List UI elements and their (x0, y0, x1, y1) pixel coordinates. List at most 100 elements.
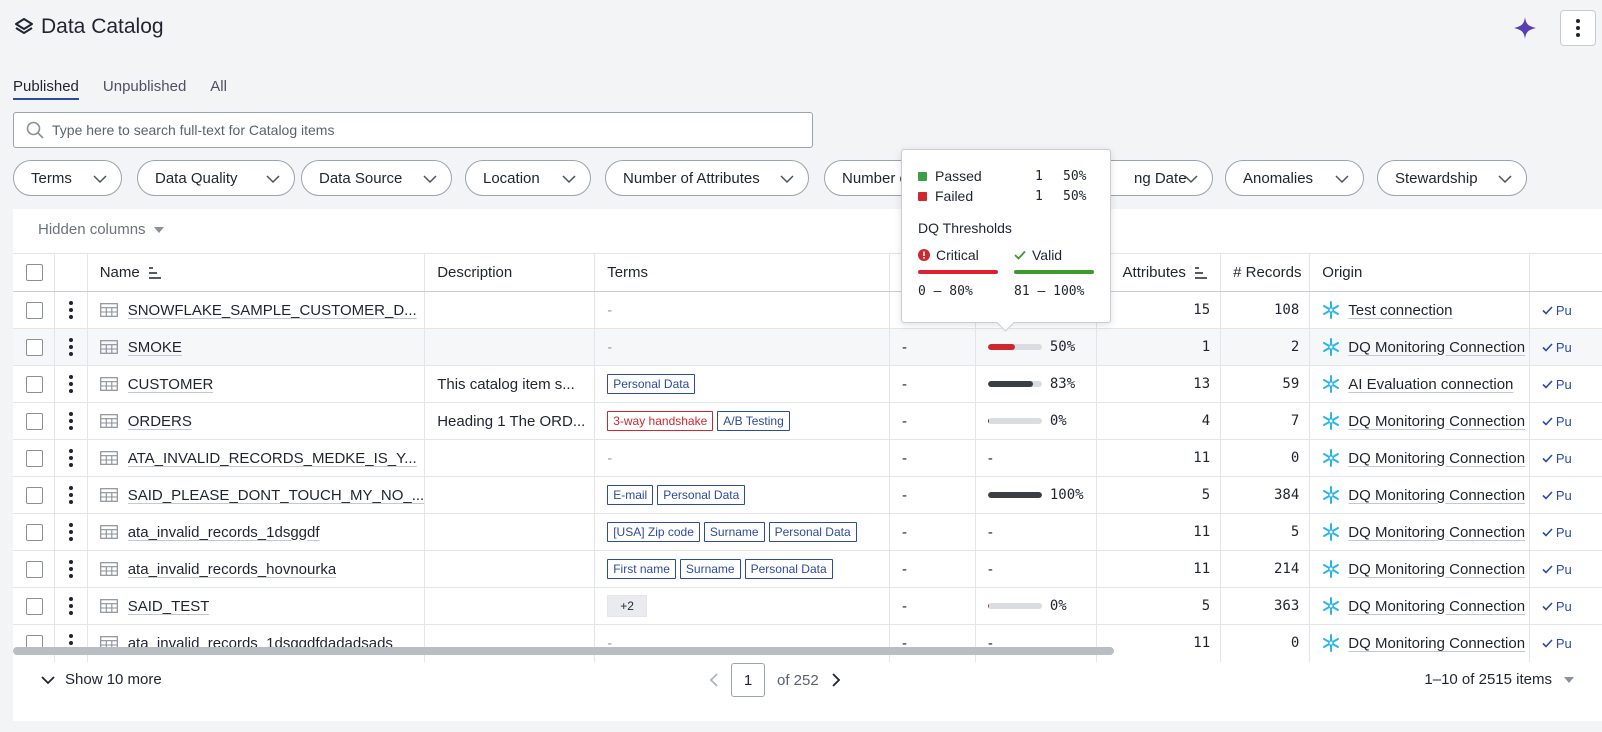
chevron-right-icon[interactable] (831, 673, 841, 687)
tab-unpublished[interactable]: Unpublished (102, 78, 187, 95)
origin-link[interactable]: DQ Monitoring Connection (1348, 486, 1526, 504)
term-tag[interactable]: Personal Data (744, 559, 833, 579)
catalog-item-link[interactable]: ATA_INVALID_RECORDS_MEDKE_IS_Y... (127, 449, 417, 467)
dq-indicator[interactable]: 83% (987, 376, 1095, 392)
table-row[interactable]: ata_invalid_records_hovnourka First name S… (13, 550, 1602, 588)
dq-indicator[interactable]: 100% (987, 487, 1095, 503)
catalog-item-link[interactable]: ORDERS (127, 412, 192, 430)
origin-link[interactable]: DQ Monitoring Connection (1348, 597, 1526, 615)
table-row[interactable]: ATA_INVALID_RECORDS_MEDKE_IS_Y... - - -11 0 D… (13, 439, 1602, 477)
kebab-icon[interactable] (69, 412, 74, 431)
filter-terms[interactable]: Terms (13, 160, 122, 196)
row-checkbox[interactable] (26, 486, 43, 504)
catalog-item-link[interactable]: SMOKE (127, 338, 182, 356)
filter-data-quality[interactable]: Data Quality (137, 160, 295, 196)
table-icon (99, 488, 118, 502)
origin-link[interactable]: DQ Monitoring Connection (1348, 634, 1526, 652)
row-checkbox[interactable] (26, 375, 43, 393)
check-icon (1542, 416, 1553, 426)
filter-label: Data Source (319, 169, 403, 187)
kebab-icon[interactable] (69, 486, 74, 505)
table-row[interactable]: CUSTOMER This catalog item s... Personal D… (13, 365, 1602, 403)
horizontal-scrollbar[interactable] (13, 647, 1114, 655)
check-icon (1542, 342, 1553, 352)
column-header-terms[interactable]: Terms (594, 253, 890, 292)
term-tag[interactable]: Surname (679, 559, 741, 579)
ai-sparkle-icon[interactable] (1513, 16, 1537, 40)
origin-link[interactable]: DQ Monitoring Connection (1348, 560, 1526, 578)
origin-cell: DQ Monitoring Connection (1309, 328, 1530, 366)
origin-link[interactable]: DQ Monitoring Connection (1348, 523, 1526, 541)
term-tag[interactable]: Personal Data (657, 485, 746, 505)
term-tag[interactable]: E-mail (607, 485, 654, 505)
hidden-columns-toggle[interactable]: Hidden columns (38, 221, 164, 238)
table-row[interactable]: SAID_PLEASE_DONT_TOUCH_MY_NO_... E-mail Pe… (13, 476, 1602, 514)
term-tag[interactable]: First name (607, 559, 676, 579)
row-checkbox[interactable] (26, 338, 43, 356)
term-tag[interactable]: +2 (607, 595, 647, 617)
catalog-item-link[interactable]: ata_invalid_records_1dsggdf (127, 523, 320, 541)
term-tag[interactable]: A/B Testing (717, 411, 790, 431)
column-header-origin[interactable]: Origin (1309, 253, 1530, 292)
search-input[interactable] (52, 122, 792, 138)
row-checkbox[interactable] (26, 597, 43, 615)
origin-link[interactable]: Test connection (1348, 301, 1453, 319)
dq-indicator[interactable]: 0% (987, 598, 1095, 614)
table-row[interactable]: ata_invalid_records_1dsggdfdadadsads - - -1… (13, 624, 1602, 662)
more-options-button[interactable] (1560, 10, 1596, 46)
catalog-item-link[interactable]: SAID_TEST (127, 597, 210, 615)
column-header-records[interactable]: # Records (1220, 253, 1311, 292)
kebab-icon[interactable] (69, 449, 74, 468)
kebab-icon[interactable] (69, 375, 74, 394)
kebab-icon[interactable] (69, 560, 74, 579)
origin-cell: DQ Monitoring Connection (1309, 587, 1530, 625)
table-row[interactable]: SNOWFLAKE_SAMPLE_CUSTOMER_D...--15108Tes… (13, 291, 1602, 329)
column-header-name[interactable]: Name (87, 253, 426, 292)
row-checkbox[interactable] (26, 412, 43, 430)
select-all-checkbox[interactable] (26, 264, 43, 282)
origin-link[interactable]: DQ Monitoring Connection (1348, 449, 1526, 467)
filter-location[interactable]: Location (465, 160, 591, 196)
term-tag[interactable]: [USA] Zip code (607, 522, 700, 542)
dq-indicator[interactable]: 50% (987, 339, 1095, 355)
tab-published[interactable]: Published (13, 78, 79, 100)
table-row[interactable]: SAID_TEST +2 - 0% 5 363 DQ Monitoring Connecti… (13, 587, 1602, 625)
filter-number-of-attributes[interactable]: Number of Attributes (605, 160, 809, 196)
catalog-item-link[interactable]: CUSTOMER (127, 375, 214, 393)
origin-link[interactable]: AI Evaluation connection (1348, 375, 1514, 393)
column-header-description[interactable]: Description (424, 253, 596, 292)
row-checkbox[interactable] (26, 560, 43, 578)
term-tag[interactable]: 3-way handshake (607, 411, 714, 431)
items-count[interactable]: 1–10 of 2515 items (1424, 671, 1574, 688)
row-checkbox[interactable] (26, 523, 43, 541)
catalog-item-link[interactable]: SAID_PLEASE_DONT_TOUCH_MY_NO_... (127, 486, 425, 504)
row-checkbox[interactable] (26, 301, 43, 319)
kebab-icon[interactable] (69, 597, 74, 616)
data-quality-tooltip: Passed 1 50% Failed 1 50% DQ Thresholds … (901, 149, 1111, 323)
filter-data-source[interactable]: Data Source (301, 160, 452, 196)
kebab-icon[interactable] (69, 301, 74, 320)
table-row[interactable]: SMOKE - - 50% 1 2 DQ Monitoring Connection Pu (13, 328, 1602, 366)
row-select-cell (13, 476, 56, 514)
tab-all[interactable]: All (210, 78, 227, 95)
filter-anomalies[interactable]: Anomalies (1225, 160, 1364, 196)
dq-indicator[interactable]: 0% (987, 413, 1095, 429)
table-row[interactable]: ata_invalid_records_1dsggdf [USA] Zip cod… (13, 513, 1602, 551)
origin-link[interactable]: DQ Monitoring Connection (1348, 412, 1526, 430)
term-tag[interactable]: Personal Data (768, 522, 857, 542)
search-box (13, 112, 813, 148)
origin-link[interactable]: DQ Monitoring Connection (1348, 338, 1526, 356)
page-number-input[interactable]: 1 (731, 663, 765, 697)
table-row[interactable]: ORDERS Heading 1 The ORD... 3-way handshak… (13, 402, 1602, 440)
kebab-icon[interactable] (69, 338, 74, 357)
kebab-icon[interactable] (69, 523, 74, 542)
term-tag[interactable]: Surname (703, 522, 765, 542)
chevron-left-icon[interactable] (709, 673, 719, 687)
catalog-item-link[interactable]: SNOWFLAKE_SAMPLE_CUSTOMER_D... (127, 301, 417, 319)
catalog-item-link[interactable]: ata_invalid_records_hovnourka (127, 560, 337, 578)
filter-stewardship[interactable]: Stewardship (1377, 160, 1527, 196)
column-header-attributes[interactable]: Attributes (1096, 253, 1222, 292)
row-checkbox[interactable] (26, 449, 43, 467)
show-more-button[interactable]: Show 10 more (41, 671, 162, 688)
term-tag[interactable]: Personal Data (607, 374, 696, 394)
